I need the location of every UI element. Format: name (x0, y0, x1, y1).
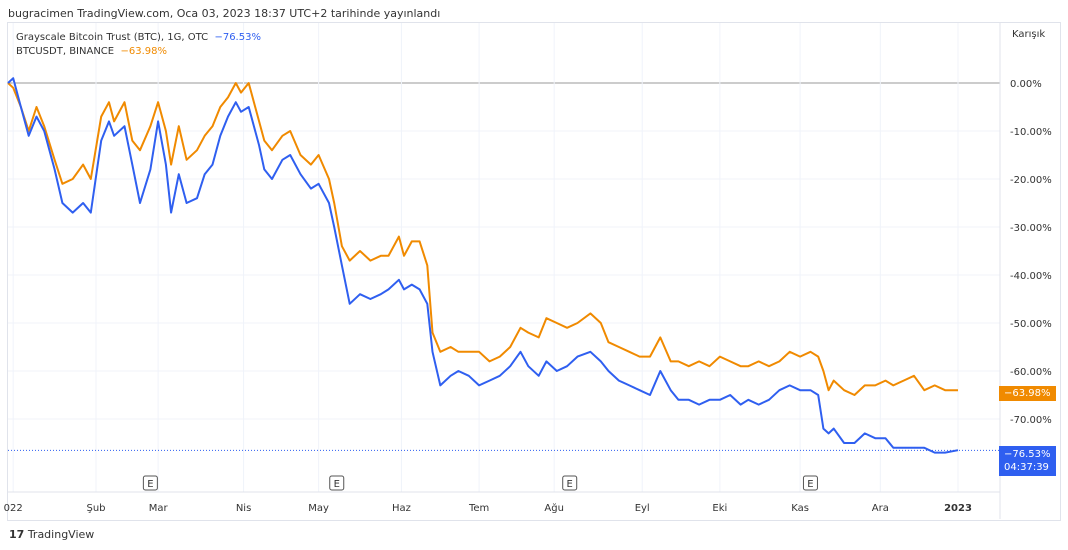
earnings-marker-label: E (567, 479, 573, 490)
y-tick-label: -70.00% (1010, 415, 1052, 426)
last-price-tag-gbtc: −76.53% 04:37:39 (999, 446, 1056, 476)
gbtc-line (7, 77, 959, 454)
scale-mode[interactable]: Karışık (1012, 29, 1046, 40)
x-tick-label: Eki (712, 503, 727, 514)
publish-header: bugracimen TradingView.com, Oca 03, 2023… (8, 7, 441, 20)
chart-frame (7, 22, 1061, 521)
y-tick-label: -30.00% (1010, 223, 1052, 234)
earnings-marker (802, 475, 818, 491)
legend-series-btcusdt: BTCUSDT, BINANCE −63.98% (16, 46, 167, 57)
x-tick-label: Haz (392, 503, 411, 514)
x-tick-label: Şub (86, 503, 105, 514)
x-tick-label: May (308, 503, 329, 514)
y-tick-label: -60.00% (1010, 367, 1052, 378)
earnings-marker (329, 475, 345, 491)
x-tick-label: Mar (149, 503, 169, 514)
x-tick-label: Tem (468, 503, 489, 514)
x-tick-label: 022 (4, 503, 23, 514)
earnings-marker-label: E (807, 479, 813, 490)
y-tick-label: -50.00% (1010, 319, 1052, 330)
y-tick-label: -20.00% (1010, 175, 1052, 186)
tradingview-logo[interactable]: 𝟭𝟳 TradingView (9, 528, 95, 541)
legend-series-gbtc: Grayscale Bitcoin Trust (BTC), 1G, OTC −… (16, 32, 261, 43)
legend: Grayscale Bitcoin Trust (BTC), 1G, OTC −… (16, 31, 261, 59)
x-tick-label: 2023 (944, 503, 972, 514)
y-tick-label: 0.00% (1010, 79, 1042, 90)
x-tick-label: Nis (236, 503, 251, 514)
earnings-marker-label: E (334, 479, 340, 490)
earnings-marker (562, 475, 578, 491)
x-tick-label: Kas (791, 503, 809, 514)
x-tick-label: Ara (872, 503, 889, 514)
btcusdt-line (7, 82, 958, 396)
last-price-tag-btcusdt: −63.98% (999, 386, 1056, 401)
earnings-marker-label: E (147, 479, 153, 490)
x-tick-label: Eyl (635, 503, 650, 514)
x-tick-label: Ağu (544, 502, 564, 514)
earnings-marker (142, 475, 158, 491)
y-tick-label: -40.00% (1010, 271, 1052, 282)
y-tick-label: -10.00% (1010, 127, 1052, 138)
